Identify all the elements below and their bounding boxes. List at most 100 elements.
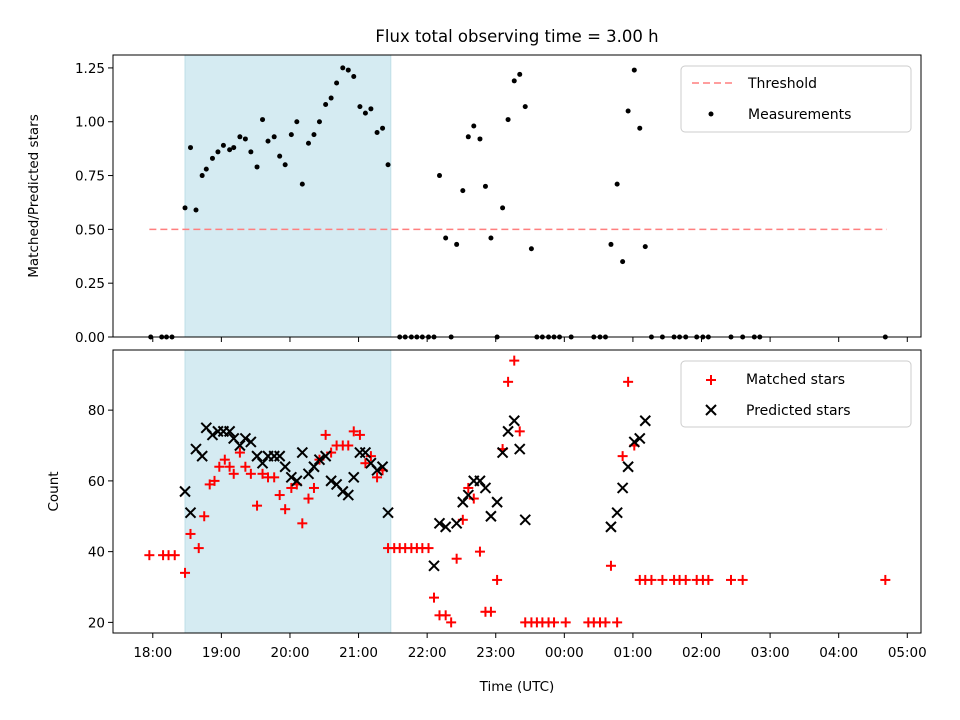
matched-star-point xyxy=(617,451,628,462)
measurement-point xyxy=(528,246,534,252)
matched-star-point xyxy=(257,468,268,479)
predicted-star-point xyxy=(348,471,360,484)
matched-star-point xyxy=(680,574,691,585)
measurement-point xyxy=(299,181,305,187)
matched-star-point xyxy=(360,458,371,469)
predicted-star-point xyxy=(479,482,492,494)
matched-star-point xyxy=(623,376,634,387)
measurement-point xyxy=(488,235,494,241)
measurement-point xyxy=(454,241,460,247)
matched-star-point xyxy=(320,429,331,440)
measurement-point xyxy=(443,235,449,241)
measurement-point xyxy=(242,136,248,142)
y-tick-label: 0.50 xyxy=(75,222,105,238)
y-tick-label: 60 xyxy=(88,474,105,490)
predicted-star-point xyxy=(256,457,269,469)
measurement-point xyxy=(323,102,329,108)
predicted-star-point xyxy=(514,443,526,455)
x-tick-label: 02:00 xyxy=(682,645,721,661)
matched-star-point xyxy=(492,574,503,585)
x-tick-label: 22:00 xyxy=(408,645,447,661)
measurement-point xyxy=(511,78,517,84)
legend-predicted-swatch xyxy=(705,404,717,416)
x-tick-label: 00:00 xyxy=(545,645,584,661)
predicted-star-point xyxy=(196,450,208,462)
legend-matched-swatch xyxy=(706,375,716,385)
matched-star-point xyxy=(560,617,571,628)
measurement-point xyxy=(477,136,483,142)
ratio-legend-box xyxy=(680,65,912,133)
ratio-y-axis-label: Matched/Predicted stars xyxy=(26,114,42,277)
matched-star-point xyxy=(224,461,235,472)
matched-star-point xyxy=(219,454,230,465)
measurement-point xyxy=(505,117,511,123)
x-tick-label: 23:00 xyxy=(476,645,515,661)
predicted-star-point xyxy=(179,485,191,498)
matched-star-point xyxy=(180,567,191,578)
matched-star-point xyxy=(726,574,737,585)
predicted-star-point xyxy=(251,450,263,462)
predicted-star-point xyxy=(485,510,497,522)
measurement-point xyxy=(209,155,215,161)
measurement-point xyxy=(380,125,386,131)
ratio-panel: 0.00 0.25 0.50 0.75 1.00 1.25 Matched/Predict… xyxy=(26,54,922,346)
measurement-point xyxy=(203,166,209,172)
measurement-point xyxy=(260,117,266,123)
predicted-star-point xyxy=(308,461,320,473)
predicted-star-point xyxy=(496,446,509,459)
matched-star-point xyxy=(600,617,611,628)
matched-star-point xyxy=(657,574,668,585)
predicted-star-point xyxy=(450,517,463,530)
matched-star-point xyxy=(503,376,514,387)
predicted-star-point xyxy=(508,415,520,427)
predicted-star-point xyxy=(428,560,440,572)
measurement-point xyxy=(215,149,221,155)
count-x-axis-ticks: 18:00 19:00 20:00 21:00 22:00 23:00 00:00 01:00… xyxy=(133,633,927,661)
predicted-star-point xyxy=(502,425,514,438)
measurement-point xyxy=(642,244,648,250)
count-panel: 20 40 60 80 18:00 19:00 20:00 21:00 22:00 23:00 0… xyxy=(46,349,927,661)
measurement-point xyxy=(248,149,254,155)
y-tick-label: 1.00 xyxy=(75,115,105,131)
matched-star-point xyxy=(228,468,239,479)
predicted-star-point xyxy=(491,496,503,508)
matched-star-point xyxy=(703,574,714,585)
matched-star-point xyxy=(303,493,314,504)
measurement-point xyxy=(385,162,391,168)
measurement-point xyxy=(362,110,368,116)
matched-star-point xyxy=(209,475,220,486)
matched-star-point xyxy=(549,617,560,628)
y-tick-label: 40 xyxy=(88,545,105,561)
matched-star-point xyxy=(612,617,623,628)
matched-star-point xyxy=(354,429,365,440)
predicted-star-point xyxy=(302,468,315,480)
ratio-legend: Threshold Measurements xyxy=(680,65,912,133)
y-tick-label: 1.25 xyxy=(75,61,105,77)
matched-star-point xyxy=(605,560,616,571)
matched-star-point xyxy=(372,472,383,483)
measurement-point xyxy=(340,65,346,71)
measurement-point xyxy=(328,95,334,101)
measurement-point xyxy=(271,134,277,140)
measurement-point xyxy=(316,119,322,125)
matched-star-point xyxy=(423,543,434,554)
x-tick-label: 05:00 xyxy=(888,645,927,661)
measurement-point xyxy=(220,142,226,148)
legend-matched-label: Matched stars xyxy=(746,372,845,388)
ratio-x-axis-ticks xyxy=(152,337,908,342)
predicted-star-point xyxy=(245,436,257,448)
matched-star-point xyxy=(252,500,263,511)
predicted-star-point xyxy=(634,432,646,445)
measurement-point xyxy=(334,80,340,86)
measurement-point xyxy=(282,162,288,168)
x-tick-label: 03:00 xyxy=(751,645,790,661)
x-tick-label: 20:00 xyxy=(271,645,310,661)
measurement-point xyxy=(608,241,614,247)
measurement-point xyxy=(311,132,317,138)
x-tick-label: 01:00 xyxy=(613,645,652,661)
measurement-point xyxy=(351,74,357,80)
measurement-point xyxy=(620,259,626,265)
predicted-star-point xyxy=(337,485,349,498)
predicted-star-point xyxy=(342,489,354,501)
